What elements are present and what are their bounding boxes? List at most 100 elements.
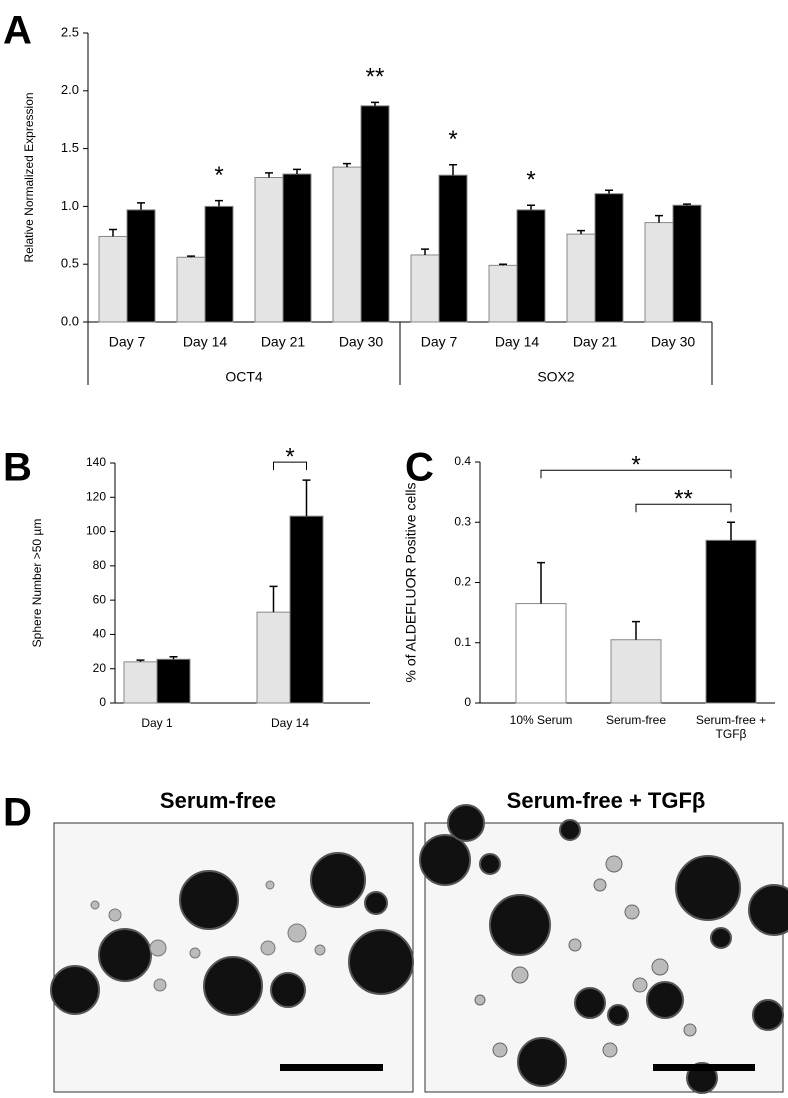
significance-label: * (285, 443, 294, 470)
x-tick-label: 10% Serum (509, 713, 573, 727)
error-bar (265, 172, 273, 178)
error-bar (727, 521, 735, 541)
error-bar (215, 199, 223, 207)
bar (176, 256, 206, 323)
error-bar (169, 655, 178, 660)
error-bar (632, 620, 640, 640)
y-tick-label: 120 (86, 489, 106, 503)
y-tick-label: 0.3 (454, 514, 471, 528)
group-label: SOX2 (537, 369, 575, 385)
y-tick-label: 2.5 (61, 24, 79, 39)
error-bar (683, 203, 691, 206)
bar (156, 658, 191, 704)
x-tick-label: Day 30 (651, 334, 696, 350)
x-tick-label: Serum-free (605, 713, 667, 727)
panel-letter: D (3, 791, 32, 835)
error-bar (136, 659, 145, 662)
bar (566, 233, 596, 323)
bar (123, 661, 158, 704)
micrograph (50, 822, 414, 1093)
bar (438, 174, 468, 323)
bar (282, 173, 312, 323)
y-tick-label: 80 (93, 558, 107, 572)
panel-letter: C (405, 446, 434, 490)
bar (332, 166, 362, 323)
y-tick-label: 0 (99, 695, 106, 709)
error-bar (527, 204, 535, 210)
x-tick-label: Day 14 (271, 716, 309, 730)
bar (254, 177, 284, 323)
y-axis-label: % of ALDEFLUOR Positive cells (403, 483, 419, 683)
significance-label: ** (674, 486, 693, 513)
x-tick-label: Day 21 (573, 334, 618, 350)
significance-label: ** (366, 64, 385, 91)
y-tick-label: 1.5 (61, 140, 79, 155)
error-bar (499, 263, 507, 266)
image-title: Serum-free (160, 788, 276, 813)
bar (204, 205, 234, 323)
bar (515, 603, 567, 704)
x-tick-label: Day 14 (495, 334, 540, 350)
error-bar (605, 189, 613, 194)
error-bar (302, 479, 311, 517)
x-tick-label: Serum-free + TGFβ (695, 713, 767, 741)
y-tick-label: 0.1 (454, 635, 471, 649)
error-bar (371, 101, 379, 106)
y-tick-label: 0.2 (454, 575, 471, 589)
error-bar (449, 164, 457, 176)
error-bar (577, 229, 585, 235)
bar (410, 254, 440, 323)
bar (705, 539, 757, 704)
bar (516, 209, 546, 323)
x-tick-label: Day 14 (183, 334, 228, 350)
group-label: OCT4 (225, 369, 263, 385)
y-tick-label: 0.5 (61, 256, 79, 271)
error-bar (187, 255, 195, 258)
error-bar (269, 585, 278, 613)
significance-label: * (448, 126, 457, 153)
y-tick-label: 2.0 (61, 82, 79, 97)
bar (594, 193, 624, 323)
error-bar (655, 214, 663, 223)
bar (360, 105, 390, 323)
y-tick-label: 0.4 (454, 454, 471, 468)
significance-label: * (631, 452, 640, 479)
x-tick-label-box: 10% Serum (509, 713, 573, 727)
significance-label: * (526, 167, 535, 194)
x-tick-label-box: Serum-free (605, 713, 667, 727)
bar (289, 515, 324, 704)
x-tick-label: Day 1 (141, 716, 173, 730)
y-tick-label: 100 (86, 524, 106, 538)
panel-letter: B (3, 446, 32, 490)
error-bar (137, 202, 145, 210)
error-bar (537, 561, 545, 604)
bar (256, 611, 291, 704)
bar (610, 639, 662, 704)
x-tick-label: Day 30 (339, 334, 384, 350)
x-tick-label: Day 7 (421, 334, 458, 350)
micrograph (419, 804, 788, 1094)
significance-bracket (635, 503, 732, 513)
bar (488, 264, 518, 323)
y-tick-label: 0.0 (61, 313, 79, 328)
error-bar (421, 248, 429, 255)
bar (126, 209, 156, 323)
bar (644, 222, 674, 323)
y-tick-label: 40 (93, 627, 107, 641)
y-tick-label: 1.0 (61, 198, 79, 213)
y-tick-label: 0 (464, 695, 471, 709)
error-bar (343, 162, 351, 168)
bar (672, 204, 702, 323)
y-tick-label: 140 (86, 455, 106, 469)
error-bar (293, 168, 301, 175)
x-tick-label: Day 7 (109, 334, 146, 350)
significance-label: * (214, 162, 223, 189)
significance-bracket (273, 461, 307, 471)
bar (98, 235, 128, 323)
significance-bracket (540, 469, 732, 479)
y-tick-label: 60 (93, 592, 107, 606)
panel-letter: A (3, 9, 32, 53)
error-bar (109, 228, 117, 237)
